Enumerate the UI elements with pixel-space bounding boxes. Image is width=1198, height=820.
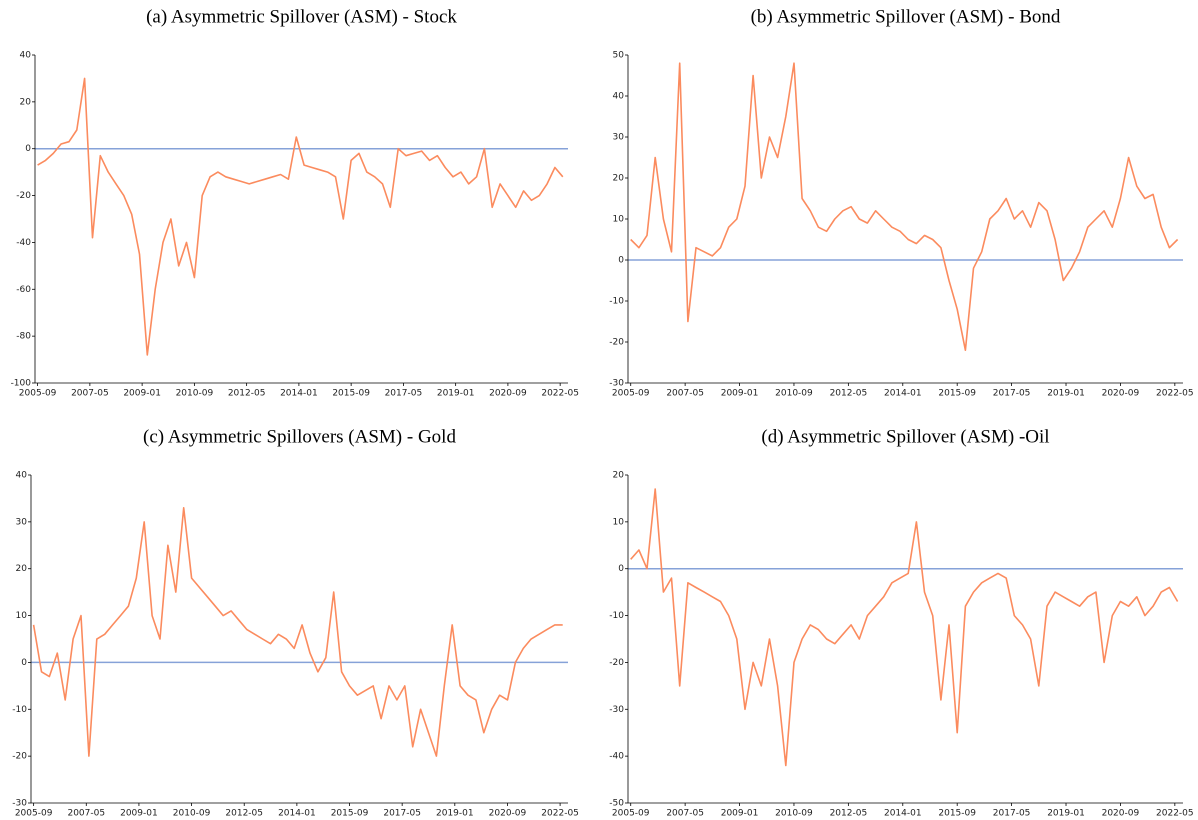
y-tick-label: 0 [21, 658, 27, 668]
y-tick-label: 50 [613, 51, 625, 61]
data-line [630, 62, 1179, 351]
x-tick-label: 2017-05 [993, 389, 1031, 399]
x-tick-label: 2019-01 [437, 389, 475, 399]
chart-title: (a) Asymmetric Spillover (ASM) - Stock [146, 6, 457, 27]
y-tick-label: 30 [613, 133, 625, 143]
y-tick-label: 0 [25, 144, 31, 154]
y-tick-label: 40 [20, 51, 32, 61]
y-tick-label: -40 [16, 238, 31, 248]
x-tick-label: 2014-01 [278, 809, 316, 819]
x-tick-label: 2010-09 [176, 389, 214, 399]
x-tick-label: 2014-01 [884, 389, 922, 399]
y-tick-label: 20 [613, 471, 625, 481]
x-tick-label: 2015-09 [938, 809, 976, 819]
y-tick-label: 30 [16, 517, 28, 527]
x-tick-label: 2005-09 [612, 809, 650, 819]
y-tick-label: -80 [16, 332, 31, 342]
x-tick-label: 2019-01 [1047, 809, 1085, 819]
y-tick-label: -20 [609, 338, 624, 348]
x-tick-label: 2012-05 [830, 389, 868, 399]
x-tick-label: 2019-01 [436, 809, 474, 819]
chart-title: (d) Asymmetric Spillover (ASM) -Oil [761, 426, 1049, 447]
y-tick-label: -10 [609, 611, 624, 621]
y-tick-label: 10 [16, 611, 28, 621]
y-tick-label: 10 [613, 517, 625, 527]
x-tick-label: 2019-01 [1047, 389, 1085, 399]
x-tick-label: 2012-05 [228, 389, 266, 399]
x-tick-label: 2009-01 [123, 389, 161, 399]
x-tick-label: 2015-09 [938, 389, 976, 399]
y-tick-label: -10 [12, 705, 27, 715]
y-tick-label: 20 [613, 174, 625, 184]
y-tick-label: 20 [16, 564, 28, 574]
y-tick-label: -40 [609, 752, 624, 762]
x-tick-label: 2015-09 [332, 389, 370, 399]
x-tick-label: 2020-09 [1102, 389, 1140, 399]
y-tick-label: -30 [12, 799, 27, 809]
y-tick-label: 0 [618, 256, 624, 266]
y-tick-label: -10 [609, 297, 624, 307]
x-tick-label: 2017-05 [383, 809, 421, 819]
y-tick-label: -20 [16, 191, 31, 201]
x-tick-label: 2022-05 [541, 809, 579, 819]
x-tick-label: 2010-09 [173, 809, 211, 819]
y-tick-label: 20 [20, 97, 32, 107]
y-tick-label: -30 [609, 379, 624, 389]
y-tick-label: 40 [16, 471, 28, 481]
x-tick-label: 2020-09 [489, 389, 527, 399]
x-tick-label: 2007-05 [666, 809, 704, 819]
chart-title: (b) Asymmetric Spillover (ASM) - Bond [751, 6, 1061, 27]
x-tick-label: 2017-05 [993, 809, 1031, 819]
data-line [37, 77, 564, 356]
x-tick-label: 2009-01 [721, 389, 759, 399]
x-tick-label: 2007-05 [71, 389, 109, 399]
x-tick-label: 2005-09 [612, 389, 650, 399]
x-tick-label: 2007-05 [666, 389, 704, 399]
x-tick-label: 2020-09 [489, 809, 527, 819]
y-tick-label: -30 [609, 705, 624, 715]
y-tick-label: -60 [16, 285, 31, 295]
x-tick-label: 2010-09 [775, 809, 813, 819]
y-tick-label: -20 [609, 658, 624, 668]
x-tick-label: 2012-05 [830, 809, 868, 819]
y-tick-label: 0 [618, 564, 624, 574]
x-tick-label: 2009-01 [120, 809, 158, 819]
chart-title: (c) Asymmetric Spillovers (ASM) - Gold [143, 426, 456, 447]
x-tick-label: 2005-09 [15, 809, 53, 819]
data-line [630, 488, 1179, 767]
x-tick-label: 2005-09 [19, 389, 57, 399]
x-tick-label: 2015-09 [331, 809, 369, 819]
x-tick-label: 2014-01 [884, 809, 922, 819]
x-tick-label: 2012-05 [225, 809, 263, 819]
y-tick-label: -20 [12, 752, 27, 762]
x-tick-label: 2022-05 [541, 389, 579, 399]
x-tick-label: 2017-05 [385, 389, 423, 399]
y-tick-label: 10 [613, 215, 625, 225]
x-tick-label: 2022-05 [1156, 389, 1194, 399]
y-tick-label: -100 [11, 379, 32, 389]
data-line [32, 507, 563, 757]
x-tick-label: 2022-05 [1156, 809, 1194, 819]
x-tick-label: 2020-09 [1102, 809, 1140, 819]
x-tick-label: 2007-05 [67, 809, 105, 819]
y-tick-label: 40 [613, 92, 625, 102]
x-tick-label: 2010-09 [775, 389, 813, 399]
x-tick-label: 2014-01 [280, 389, 318, 399]
y-tick-label: -50 [609, 799, 624, 809]
x-tick-label: 2009-01 [721, 809, 759, 819]
